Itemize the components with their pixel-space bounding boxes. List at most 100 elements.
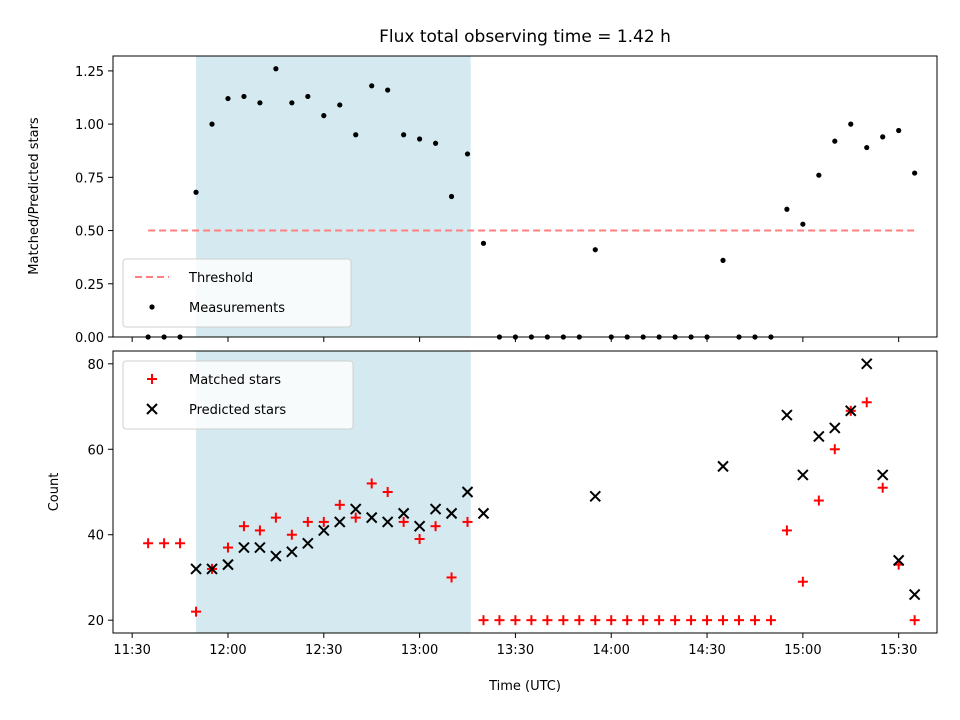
- data-point: [880, 134, 886, 140]
- data-point: [257, 100, 263, 106]
- x-tick-label: 14:00: [592, 643, 629, 658]
- marker-stroke: [397, 507, 410, 520]
- marker-stroke: [334, 516, 346, 528]
- marker-stroke: [813, 430, 825, 443]
- data-point: [589, 490, 601, 502]
- data-point: [606, 615, 617, 626]
- data-point: [175, 538, 186, 549]
- ratio-panel: 0.00 0.25 0.50 0.75 1.00 1.25 Threshold Measure…: [75, 55, 938, 346]
- data-point: [813, 430, 825, 443]
- marker-stroke: [146, 403, 158, 415]
- data-point: [829, 422, 841, 434]
- data-point: [864, 144, 870, 151]
- y-tick-label: 20: [87, 614, 104, 629]
- x-tick-label: 11:30: [113, 643, 150, 658]
- data-point: [365, 511, 378, 524]
- data-point: [445, 507, 458, 520]
- data-point: [861, 358, 873, 370]
- marker-stroke: [270, 550, 282, 562]
- legend-label: Measurements: [189, 301, 285, 316]
- data-point: [222, 558, 234, 571]
- marker-stroke: [206, 563, 218, 575]
- marker-stroke: [845, 405, 857, 417]
- marker-stroke: [717, 460, 729, 473]
- plot-frame: [112, 350, 938, 634]
- marker-stroke: [222, 558, 234, 571]
- data-point: [461, 486, 474, 498]
- data-point: [289, 100, 295, 106]
- y-tick-label: 60: [87, 443, 104, 458]
- y-axis-label-top: Matched/Predicted stars: [27, 117, 42, 275]
- legend-label: Threshold: [188, 271, 253, 286]
- data-point: [334, 516, 346, 528]
- data-point: [800, 221, 806, 227]
- data-point: [861, 397, 872, 408]
- y-tick-label: 1.25: [75, 65, 104, 80]
- data-point: [318, 516, 329, 527]
- marker-stroke: [238, 541, 250, 554]
- data-point: [302, 537, 314, 549]
- legend-label: Matched stars: [189, 373, 281, 388]
- data-point: [417, 136, 423, 142]
- data-point: [797, 469, 809, 481]
- y-tick-label: 0.75: [75, 171, 104, 186]
- data-point: [270, 512, 281, 523]
- marker-stroke: [797, 469, 809, 481]
- data-point: [510, 615, 521, 626]
- marker-stroke: [302, 537, 314, 549]
- marker-stroke: [876, 469, 889, 481]
- marker-stroke: [477, 507, 490, 520]
- legend: Threshold Measurements: [122, 258, 352, 328]
- legend-label: Predicted stars: [189, 403, 286, 418]
- data-point: [892, 554, 905, 567]
- legend-box: [122, 360, 354, 430]
- marker-stroke: [429, 503, 442, 515]
- data-point: [241, 93, 247, 100]
- y-tick-label: 80: [87, 358, 104, 373]
- data-point: [848, 121, 854, 127]
- legend-marker: [147, 374, 157, 384]
- data-point: [159, 538, 170, 549]
- marker-stroke: [892, 554, 905, 567]
- chart-title: Flux total observing time = 1.42 h: [379, 27, 671, 47]
- data-point: [369, 83, 375, 89]
- marker-stroke: [318, 524, 330, 537]
- data-point: [832, 138, 838, 144]
- data-point: [446, 572, 457, 583]
- marker-stroke: [781, 409, 793, 421]
- data-point: [670, 615, 681, 626]
- data-point: [797, 576, 808, 587]
- x-tick-label: 13:30: [497, 643, 534, 658]
- marker-stroke: [350, 503, 362, 515]
- data-point: [717, 460, 729, 473]
- data-point: [382, 487, 393, 497]
- data-point: [273, 66, 279, 72]
- data-point: [193, 189, 199, 195]
- marker-stroke: [861, 358, 873, 370]
- data-point: [781, 525, 792, 536]
- data-point: [413, 520, 426, 532]
- data-point: [321, 113, 327, 119]
- data-point: [143, 538, 154, 549]
- legend-marker: [146, 403, 158, 415]
- data-point: [397, 507, 410, 520]
- data-point: [305, 93, 311, 100]
- data-point: [206, 563, 218, 575]
- marker-stroke: [413, 520, 426, 532]
- data-point: [542, 615, 553, 626]
- data-point: [318, 524, 330, 537]
- data-point: [622, 615, 633, 626]
- data-point: [401, 132, 407, 138]
- data-point: [448, 193, 455, 200]
- data-point: [478, 615, 489, 626]
- data-point: [686, 615, 697, 626]
- x-axis-label: Time (UTC): [488, 679, 561, 694]
- data-point: [430, 521, 441, 532]
- series-measurements: [145, 66, 918, 340]
- data-point: [781, 409, 793, 421]
- data-point: [733, 615, 744, 626]
- data-point: [813, 495, 824, 506]
- y-tick-label: 40: [87, 529, 104, 544]
- data-point: [270, 550, 282, 562]
